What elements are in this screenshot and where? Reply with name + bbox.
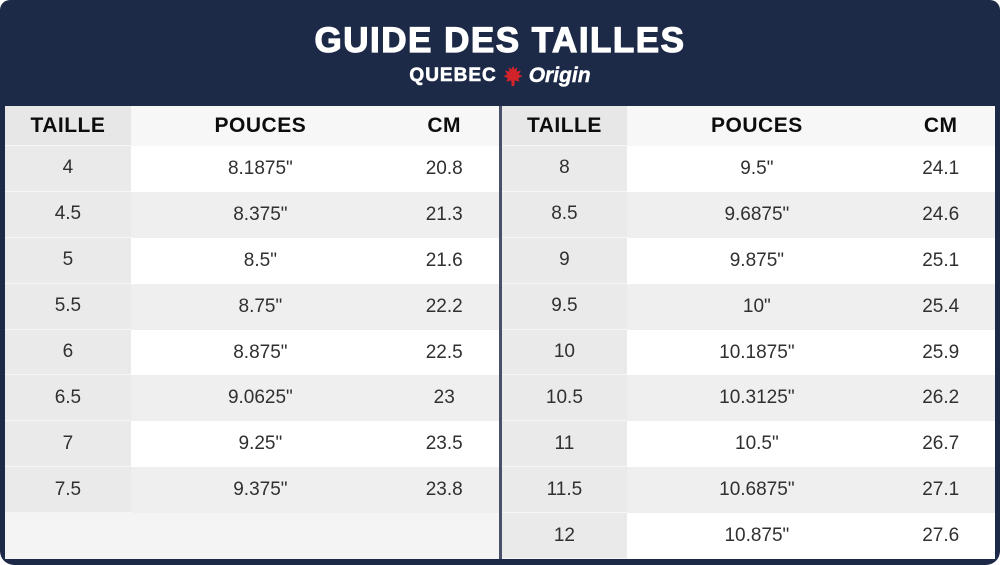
table-row: 9 9.875" 25.1 <box>501 237 995 284</box>
page-title: GUIDE DES TAILLES <box>314 21 686 61</box>
cm-cell: 23 <box>389 375 499 422</box>
header-banner: GUIDE DES TAILLES QUEBEC Origin <box>0 0 1000 106</box>
table-row: 4 8.1875" 20.8 <box>5 146 499 192</box>
size-cell: 9.5 <box>501 283 628 330</box>
table-row: 6 8.875" 22.5 <box>5 329 499 376</box>
column-header-cm: CM <box>427 114 462 137</box>
size-table-right: TAILLE POUCES CM 8 9.5" 24.1 8.5 9.6875" 24.6… <box>501 106 995 559</box>
inches-cell: 8.375" <box>130 191 390 238</box>
inches-cell: 8.875" <box>233 341 288 363</box>
table-row: 5.5 8.75" 22.2 <box>5 283 499 330</box>
brand-suffix: Origin <box>528 63 591 87</box>
size-cell: 7.5 <box>5 467 131 514</box>
inches-cell: 9.25" <box>238 433 283 455</box>
table-row: 8.5 9.6875" 24.6 <box>501 191 995 238</box>
size-cell: 10 <box>501 329 628 376</box>
table-row: 11.5 10.6875" 27.1 <box>501 467 995 514</box>
table-body: 4 8.1875" 20.8 4.5 8.375" 21.3 5 8.5" 21.6 5.5 8.7… <box>5 146 499 514</box>
size-cell: 9 <box>501 237 628 284</box>
size-cell: 5 <box>5 237 131 284</box>
table-row: 7 9.25" 23.5 <box>5 421 499 468</box>
size-cell: 6 <box>5 329 131 376</box>
size-cell: 6.5 <box>5 375 131 422</box>
table-row: 4.5 8.375" 21.3 <box>5 191 499 238</box>
inches-cell: 10.5" <box>735 433 779 455</box>
size-cell: 4 <box>5 146 131 192</box>
table-row: 6.5 9.0625" 23 <box>5 375 499 422</box>
cm-cell: 20.8 <box>425 157 463 179</box>
inches-cell: 8.1875" <box>227 157 293 179</box>
inches-cell: 9.6875" <box>627 191 887 238</box>
table-header-row: TAILLE POUCES CM <box>501 106 995 146</box>
cm-cell: 24.1 <box>922 157 960 179</box>
inches-cell: 10.3125" <box>627 375 887 422</box>
inches-cell: 10.1875" <box>719 341 795 363</box>
brand-name: QUEBEC <box>409 64 497 86</box>
inches-cell: 10.875" <box>724 525 790 547</box>
size-cell: 11.5 <box>501 467 628 514</box>
table-divider <box>498 106 502 559</box>
column-header-taille: TAILLE <box>501 106 628 146</box>
cm-cell: 26.2 <box>886 375 995 422</box>
size-cell: 8.5 <box>501 191 628 238</box>
inches-cell: 8.75" <box>130 283 390 330</box>
cm-cell: 25.1 <box>922 249 960 271</box>
table-row: 5 8.5" 21.6 <box>5 237 499 284</box>
inches-cell: 9.375" <box>130 467 390 514</box>
inches-cell: 9.5" <box>740 157 774 179</box>
size-tables-container: TAILLE POUCES CM 4 8.1875" 20.8 4.5 8.375" 21… <box>5 106 995 559</box>
cm-cell: 27.6 <box>922 525 960 547</box>
size-table-left: TAILLE POUCES CM 4 8.1875" 20.8 4.5 8.375" 21… <box>5 106 499 559</box>
table-body: 8 9.5" 24.1 8.5 9.6875" 24.6 9 9.875" 25.1 9.5 10"… <box>501 146 995 559</box>
cm-cell: 21.3 <box>389 191 499 238</box>
table-row: 10 10.1875" 25.9 <box>501 329 995 376</box>
cm-cell: 25.9 <box>922 341 960 363</box>
empty-filler-cell <box>5 513 499 559</box>
maple-leaf-icon <box>503 65 523 86</box>
column-header-pouces: POUCES <box>214 114 307 137</box>
size-cell: 12 <box>501 513 628 559</box>
table-row: 7.5 9.375" 23.8 <box>5 467 499 514</box>
inches-cell: 8.5" <box>243 249 277 271</box>
inches-cell: 10.6875" <box>627 467 887 514</box>
cm-cell: 23.5 <box>425 433 463 455</box>
inches-cell: 10" <box>627 283 887 330</box>
size-cell: 10.5 <box>501 375 628 422</box>
brand-logo: QUEBEC Origin <box>409 63 591 88</box>
table-row: 11 10.5" 26.7 <box>501 421 995 468</box>
cm-cell: 22.2 <box>389 283 499 330</box>
column-header-taille: TAILLE <box>5 106 131 146</box>
table-header-row: TAILLE POUCES CM <box>5 106 499 146</box>
cm-cell: 21.6 <box>425 249 463 271</box>
cm-cell: 27.1 <box>886 467 995 514</box>
table-row: 12 10.875" 27.6 <box>501 513 995 559</box>
size-cell: 11 <box>501 421 628 468</box>
cm-cell: 22.5 <box>425 341 463 363</box>
cm-cell: 26.7 <box>922 433 960 455</box>
inches-cell: 9.875" <box>729 249 785 271</box>
table-row: 8 9.5" 24.1 <box>501 146 995 192</box>
table-row: 10.5 10.3125" 26.2 <box>501 375 995 422</box>
column-header-cm: CM <box>923 114 958 137</box>
size-cell: 4.5 <box>5 191 131 238</box>
size-cell: 8 <box>501 146 628 192</box>
cm-cell: 23.8 <box>389 467 499 514</box>
table-row: 9.5 10" 25.4 <box>501 283 995 330</box>
inches-cell: 9.0625" <box>130 375 390 422</box>
cm-cell: 25.4 <box>886 283 995 330</box>
size-cell: 7 <box>5 421 131 468</box>
cm-cell: 24.6 <box>886 191 995 238</box>
size-cell: 5.5 <box>5 283 131 330</box>
column-header-pouces: POUCES <box>711 114 803 137</box>
